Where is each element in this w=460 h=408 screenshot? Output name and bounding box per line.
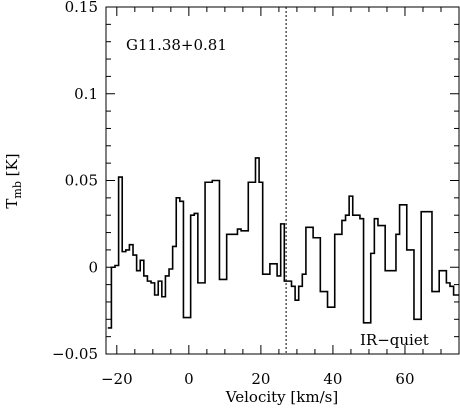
x-axis-title: Velocity [km/s] bbox=[225, 388, 338, 406]
spectrum-series bbox=[107, 157, 459, 329]
x-tick-label: 40 bbox=[323, 370, 342, 388]
y-tick-label: 0.05 bbox=[65, 172, 98, 190]
y-tick-label: −0.05 bbox=[52, 345, 98, 363]
y-axis-title-main: T bbox=[3, 199, 21, 209]
class-label: IR−quiet bbox=[360, 331, 429, 349]
source-label: G11.38+0.81 bbox=[126, 36, 227, 54]
x-tick-label: −20 bbox=[101, 370, 133, 388]
spectrum-step-line bbox=[107, 157, 459, 329]
y-axis-title-unit: [K] bbox=[3, 153, 21, 181]
plot-border bbox=[105, 6, 460, 355]
axis-ticks bbox=[106, 6, 460, 355]
y-axis-title: Tmb [K] bbox=[3, 153, 24, 208]
axis-tick-labels: −20 0 20 40 60 −0.05 0 0.05 0.1 0.15 bbox=[52, 0, 414, 388]
y-tick-label: 0.15 bbox=[65, 0, 98, 16]
y-axis-title-sub: mb bbox=[11, 181, 24, 198]
x-tick-label: 20 bbox=[251, 370, 270, 388]
x-tick-label: 60 bbox=[395, 370, 414, 388]
plot-frame bbox=[105, 6, 460, 355]
y-tick-label: 0.1 bbox=[74, 85, 98, 103]
x-tick-label: 0 bbox=[184, 370, 194, 388]
y-tick-label: 0 bbox=[88, 258, 98, 276]
